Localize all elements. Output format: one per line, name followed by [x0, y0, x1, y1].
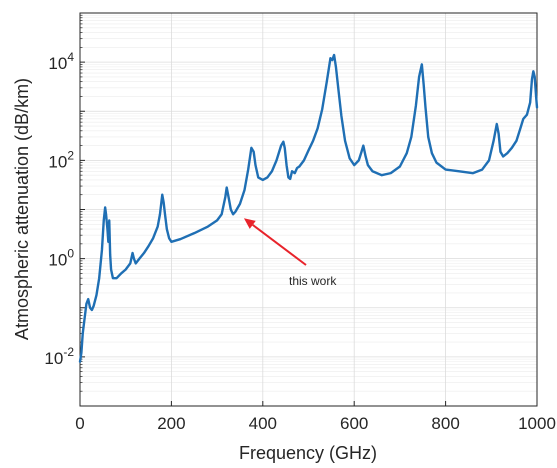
- x-tick-label: 1000: [518, 414, 556, 433]
- x-tick-label: 800: [431, 414, 459, 433]
- annotation-arrowhead: [243, 218, 256, 229]
- x-axis-title: Frequency (GHz): [239, 443, 377, 463]
- grid-minor: [80, 14, 537, 392]
- x-tick-label: 600: [340, 414, 368, 433]
- annotations: this work: [243, 218, 337, 288]
- x-tick-labels: 0 200 400 600 800 1000: [75, 414, 556, 433]
- annotation-label: this work: [289, 274, 337, 288]
- y-tick-label: 104: [48, 50, 74, 73]
- x-tick-label: 0: [75, 414, 84, 433]
- x-tick-label: 200: [157, 414, 185, 433]
- x-tick-label: 400: [249, 414, 277, 433]
- axis-ticks: [79, 12, 538, 407]
- y-tick-label: 100: [48, 247, 74, 270]
- series-line-attenuation: [78, 53, 539, 363]
- annotation-arrow: [252, 224, 307, 266]
- y-axis-title: Atmospheric attenuation (dB/km): [12, 78, 32, 340]
- y-tick-label: 102: [48, 148, 74, 171]
- y-tick-labels: 10-2 100 102 104: [44, 50, 74, 368]
- y-tick-label: 10-2: [44, 345, 74, 368]
